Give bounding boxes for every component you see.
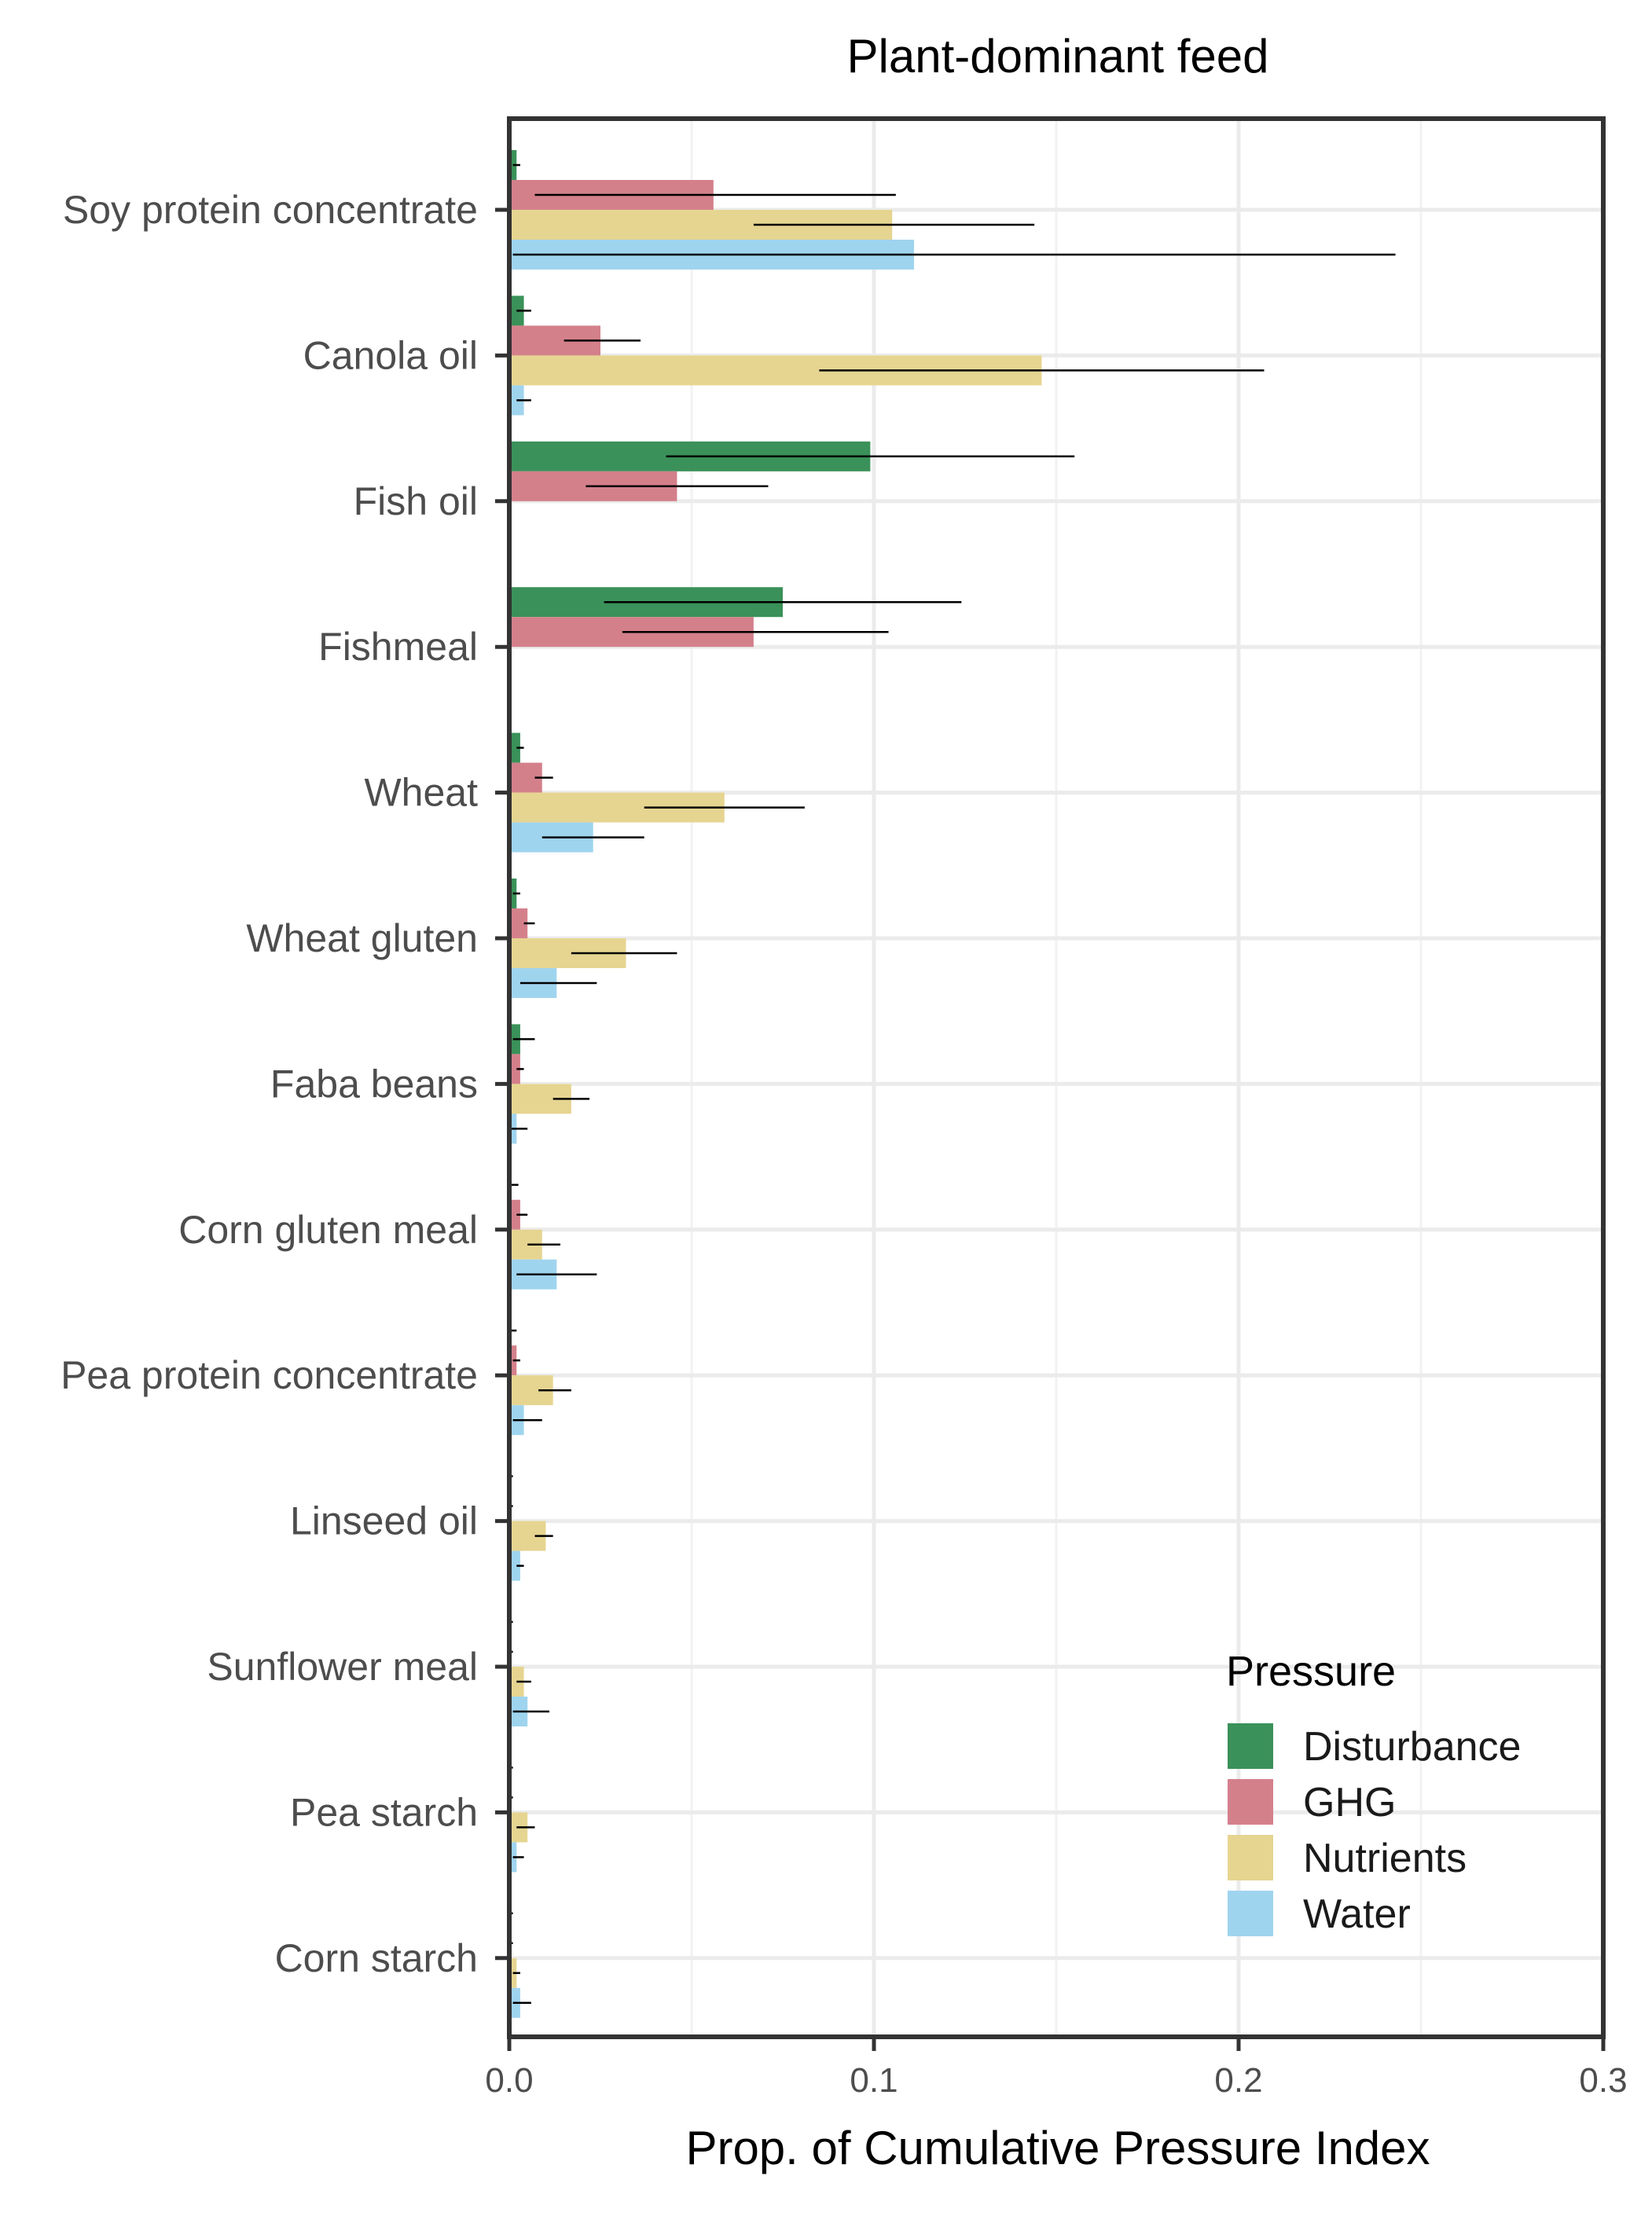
x-axis: 0.0 0.1 0.2 0.3 [485, 2037, 1627, 2100]
category-label: Sunflower meal [207, 1645, 478, 1689]
category-label: Soy protein concentrate [63, 188, 478, 232]
legend-title: Pressure [1226, 1648, 1396, 1695]
x-tick-label: 0.0 [485, 2061, 533, 2100]
legend-key [1228, 1779, 1273, 1825]
y-axis: Soy protein concentrate Canola oil Fish oi… [61, 188, 509, 1980]
chart-title: Plant-dominant feed [846, 30, 1268, 83]
x-tick-label: 0.1 [850, 2061, 898, 2100]
x-axis-title: Prop. of Cumulative Pressure Index [685, 2122, 1430, 2174]
category-label: Fish oil [354, 479, 478, 523]
legend-label: GHG [1303, 1780, 1396, 1825]
legend-key [1228, 1835, 1273, 1880]
category-label: Pea protein concentrate [61, 1353, 478, 1397]
legend-key [1228, 1891, 1273, 1936]
category-label: Canola oil [303, 333, 478, 377]
category-label: Fishmeal [318, 625, 478, 669]
category-label: Pea starch [290, 1790, 478, 1834]
category-label: Wheat gluten [246, 916, 478, 960]
legend: Pressure Disturbance GHG Nutrients Water [1226, 1648, 1521, 1937]
category-label: Corn gluten meal [178, 1208, 478, 1252]
legend-items: Disturbance GHG Nutrients Water [1228, 1723, 1521, 1937]
x-tick-label: 0.3 [1579, 2061, 1627, 2100]
legend-label: Water [1303, 1891, 1411, 1937]
category-label: Wheat [364, 771, 478, 815]
category-label: Faba beans [270, 1062, 478, 1106]
legend-label: Disturbance [1303, 1724, 1521, 1770]
x-tick-label: 0.2 [1214, 2061, 1262, 2100]
category-label: Corn starch [275, 1936, 478, 1980]
legend-key [1228, 1723, 1273, 1769]
category-label: Linseed oil [290, 1499, 478, 1543]
legend-label: Nutrients [1303, 1836, 1467, 1881]
